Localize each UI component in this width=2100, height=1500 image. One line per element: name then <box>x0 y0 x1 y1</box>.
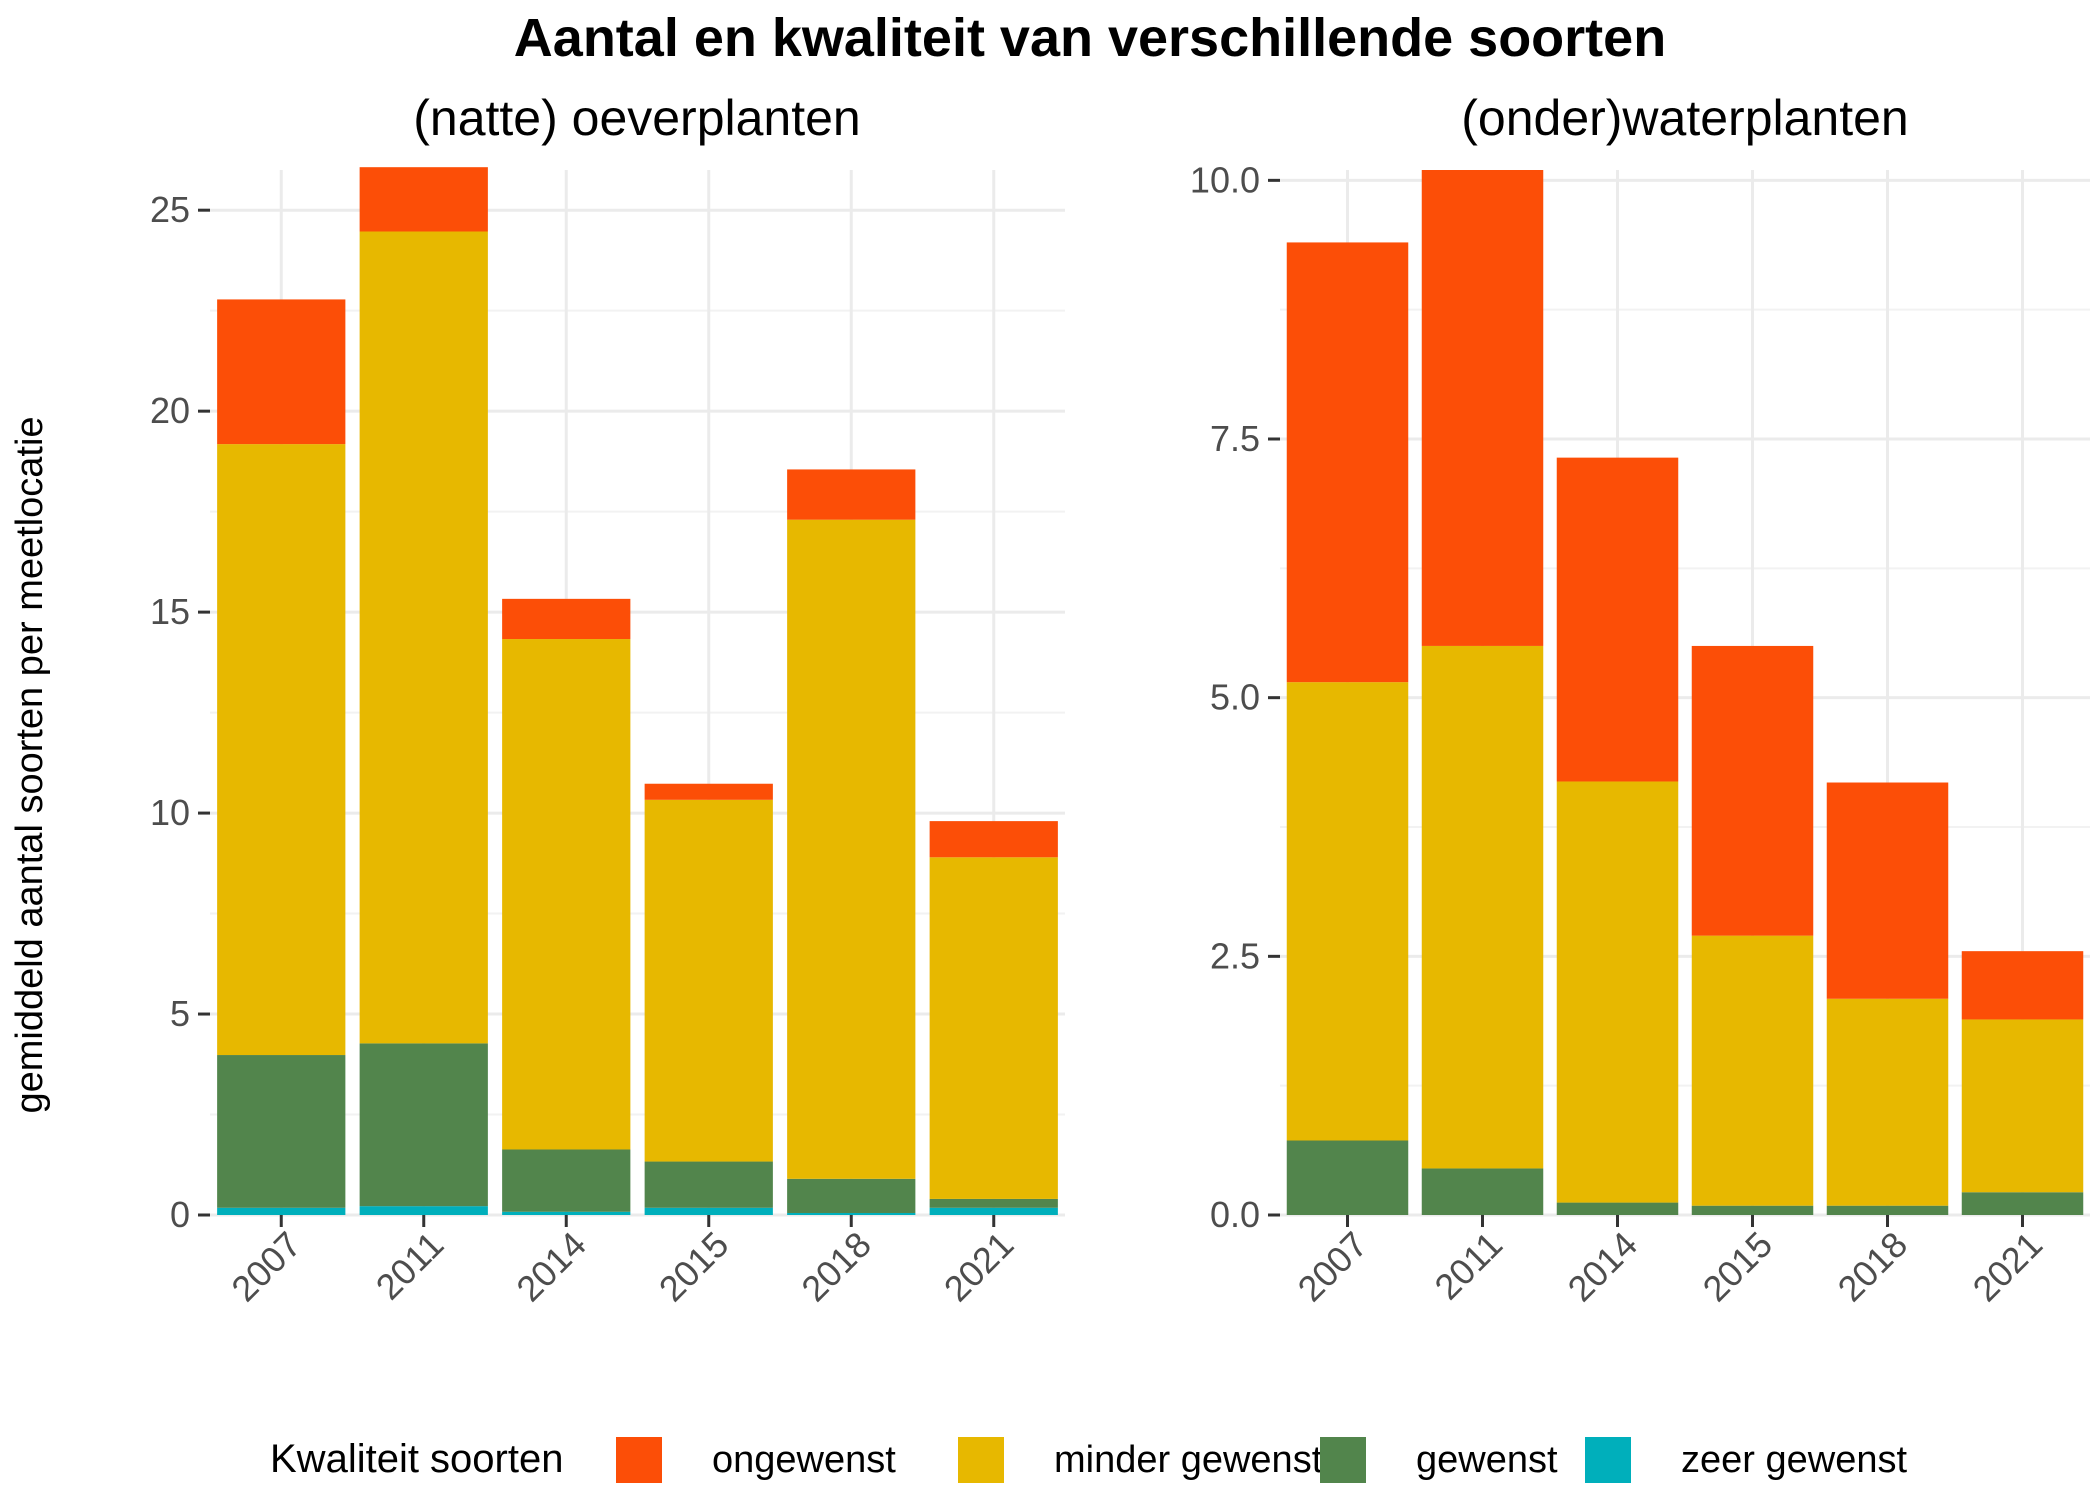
legend-label: minder gewenst <box>1054 1439 1323 1481</box>
y-tick-label: 15 <box>150 591 190 632</box>
legend: Kwaliteit soorten ongewenst minder gewens… <box>270 1437 1907 1483</box>
bar-segment-gewenst-2021 <box>929 1198 1058 1208</box>
bar-segment-ongewenst-2014 <box>502 598 631 640</box>
legend-title: Kwaliteit soorten <box>270 1437 563 1481</box>
x-tick-label: 2014 <box>508 1224 594 1310</box>
y-tick-label: 20 <box>150 390 190 431</box>
y-axis-label: gemiddeld aantal soorten per meetlocatie <box>9 416 51 1113</box>
y-tick-label: 7.5 <box>1210 418 1260 459</box>
bar-segment-gewenst-2014 <box>502 1149 631 1212</box>
legend-swatch-zeer-gewenst <box>1585 1437 1631 1483</box>
bar-segment-ongewenst-2011 <box>359 167 488 232</box>
bar-segment-gewenst-2011 <box>1421 1168 1544 1215</box>
bar-segment-minder-gewenst-2018 <box>1826 998 1949 1206</box>
bar-segment-gewenst-2018 <box>1826 1205 1949 1215</box>
y-tick-label: 2.5 <box>1210 935 1260 976</box>
panel-waterplanten: (onder)waterplanten 0.0 2.5 5.0 7.5 10.0 2007 2… <box>1190 90 2090 1309</box>
bar-segment-minder-gewenst-2007 <box>1286 682 1409 1141</box>
bar-segment-gewenst-2015 <box>1691 1205 1814 1215</box>
bar-segment-minder-gewenst-2015 <box>644 799 773 1162</box>
bar-segment-gewenst-2021 <box>1961 1192 2084 1215</box>
y-tick-label: 5 <box>170 993 190 1034</box>
bar-segment-ongewenst-2018 <box>1826 782 1949 999</box>
bar-segment-zeer-gewenst-2011 <box>359 1206 488 1215</box>
bar-segment-minder-gewenst-2007 <box>217 444 346 1056</box>
x-tick-label: 2007 <box>1290 1224 1376 1310</box>
bar-segment-minder-gewenst-2015 <box>1691 935 1814 1206</box>
bar-segment-minder-gewenst-2018 <box>787 519 916 1179</box>
x-tick-label: 2018 <box>1830 1224 1916 1310</box>
y-tick-label: 25 <box>150 189 190 230</box>
x-tick-label: 2014 <box>1560 1224 1646 1310</box>
bar-segment-minder-gewenst-2011 <box>1421 645 1544 1169</box>
bar-segment-ongewenst-2021 <box>1961 951 2084 1020</box>
x-tick-label: 2007 <box>223 1224 309 1310</box>
x-tick-label: 2018 <box>793 1224 879 1310</box>
legend-swatch-gewenst <box>1320 1437 1366 1483</box>
y-tick-label: 10 <box>150 792 190 833</box>
bar-segment-gewenst-2007 <box>217 1055 346 1208</box>
bar-segment-zeer-gewenst-2014 <box>502 1211 631 1215</box>
bar-segment-ongewenst-2007 <box>1286 242 1409 683</box>
legend-label: ongewenst <box>712 1439 896 1481</box>
y-tick-label: 5.0 <box>1210 677 1260 718</box>
bar-segment-ongewenst-2007 <box>217 299 346 445</box>
bar-segment-ongewenst-2018 <box>787 469 916 520</box>
legend-label: gewenst <box>1416 1439 1558 1481</box>
bar-segment-minder-gewenst-2021 <box>929 857 1058 1199</box>
bar-segment-gewenst-2015 <box>644 1161 773 1208</box>
legend-label: zeer gewenst <box>1681 1439 1907 1481</box>
y-tick-label: 0.0 <box>1210 1194 1260 1235</box>
x-tick-label: 2021 <box>936 1224 1022 1310</box>
bar-segment-ongewenst-2015 <box>1691 645 1814 936</box>
bar-segment-gewenst-2007 <box>1286 1140 1409 1215</box>
bar-segment-zeer-gewenst-2021 <box>929 1207 1058 1215</box>
chart-title: Aantal en kwaliteit van verschillende so… <box>514 8 1666 68</box>
x-tick-label: 2021 <box>1965 1224 2051 1310</box>
bar-segment-minder-gewenst-2014 <box>1556 781 1679 1203</box>
bar-segment-minder-gewenst-2014 <box>502 639 631 1150</box>
bar-segment-minder-gewenst-2021 <box>1961 1019 2084 1193</box>
bar-segment-gewenst-2018 <box>787 1178 916 1213</box>
panel-oeverplanten: (natte) oeverplanten 0 5 10 15 20 25 2007 2011 20… <box>150 90 1065 1309</box>
x-tick-label: 2011 <box>1426 1224 1510 1308</box>
y-tick-label: 0 <box>170 1194 190 1235</box>
bar-segment-ongewenst-2011 <box>1421 170 1544 646</box>
bar-segment-zeer-gewenst-2015 <box>644 1207 773 1215</box>
bar-segment-gewenst-2014 <box>1556 1202 1679 1215</box>
panel-subtitle: (onder)waterplanten <box>1461 90 1909 146</box>
legend-swatch-minder-gewenst <box>958 1437 1004 1483</box>
bar-segment-ongewenst-2014 <box>1556 457 1679 782</box>
y-tick-label: 10.0 <box>1190 159 1260 200</box>
bar-segment-zeer-gewenst-2007 <box>217 1207 346 1215</box>
x-tick-label: 2015 <box>1695 1224 1781 1310</box>
bar-segment-ongewenst-2015 <box>644 783 773 800</box>
x-tick-label: 2011 <box>368 1224 452 1308</box>
x-tick-label: 2015 <box>651 1224 737 1310</box>
bar-segment-minder-gewenst-2011 <box>359 231 488 1044</box>
bar-segment-ongewenst-2021 <box>929 821 1058 858</box>
panel-subtitle: (natte) oeverplanten <box>413 90 861 146</box>
bar-segment-gewenst-2011 <box>359 1043 488 1207</box>
bar-segment-zeer-gewenst-2018 <box>787 1212 916 1215</box>
legend-swatch-ongewenst <box>616 1437 662 1483</box>
